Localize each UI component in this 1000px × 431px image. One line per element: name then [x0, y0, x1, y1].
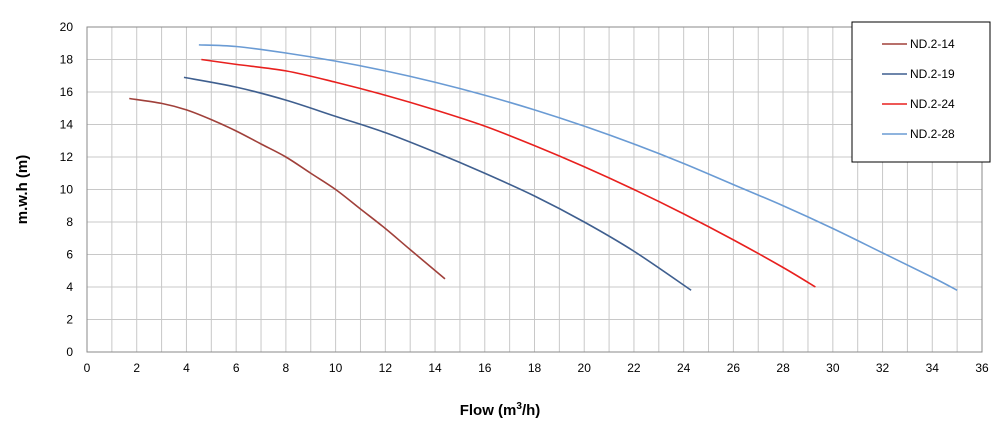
x-tick-label: 26 — [727, 361, 741, 375]
x-tick-label: 28 — [776, 361, 790, 375]
x-tick-label: 22 — [627, 361, 641, 375]
legend-label: ND.2-28 — [910, 127, 955, 141]
x-tick-label: 34 — [926, 361, 940, 375]
y-tick-label: 18 — [60, 53, 74, 67]
series-lines — [129, 44, 958, 291]
legend-box — [851, 21, 991, 163]
x-axis-label-superscript: 3 — [516, 401, 522, 412]
legend-label: ND.2-14 — [910, 37, 955, 51]
x-tick-label: 36 — [975, 361, 989, 375]
y-tick-label: 20 — [60, 20, 74, 34]
y-tick-label: 10 — [60, 183, 74, 197]
x-tick-label: 2 — [133, 361, 140, 375]
plot-border — [86, 26, 983, 353]
x-tick-label: 8 — [283, 361, 290, 375]
y-tick-label: 14 — [60, 118, 74, 132]
x-tick-label: 4 — [183, 361, 190, 375]
series-line-nd-2-24 — [201, 58, 816, 288]
x-tick-label: 32 — [876, 361, 890, 375]
x-tick-label: 18 — [528, 361, 542, 375]
x-tick-label: 30 — [826, 361, 840, 375]
x-axis-label: Flow (m3/h) — [460, 401, 541, 419]
x-tick-label: 6 — [233, 361, 240, 375]
x-tick-label: 16 — [478, 361, 492, 375]
y-tick-label: 12 — [60, 150, 74, 164]
x-tick-label: 0 — [84, 361, 91, 375]
series-line-nd-2-28 — [198, 44, 958, 291]
x-axis-label-tail: /h) — [522, 402, 540, 419]
x-tick-label: 12 — [379, 361, 393, 375]
legend-label: ND.2-24 — [910, 97, 955, 111]
x-axis-ticks: 0 2 4 6 8 10 12 14 16 18 20 22 24 26 28 30 32 34 36 — [84, 361, 989, 375]
legend: ND.2-14 ND.2-19 ND.2-24 ND.2-28 — [851, 21, 991, 163]
y-tick-label: 6 — [66, 248, 73, 262]
y-axis-ticks: 0 2 4 6 8 10 12 14 16 18 20 — [60, 20, 74, 359]
y-tick-label: 4 — [66, 280, 73, 294]
x-tick-label: 14 — [428, 361, 442, 375]
y-tick-label: 16 — [60, 85, 74, 99]
y-tick-label: 2 — [66, 313, 73, 327]
x-tick-label: 10 — [329, 361, 343, 375]
y-tick-label: 0 — [66, 345, 73, 359]
x-axis-label-main: Flow (m — [460, 402, 517, 419]
x-tick-label: 20 — [578, 361, 592, 375]
y-tick-label: 8 — [66, 215, 73, 229]
series-line-nd-2-14 — [129, 97, 446, 280]
series-line-nd-2-19 — [183, 76, 692, 291]
x-tick-label: 24 — [677, 361, 691, 375]
legend-label: ND.2-19 — [910, 67, 955, 81]
y-axis-label: m.w.h (m) — [14, 155, 31, 224]
